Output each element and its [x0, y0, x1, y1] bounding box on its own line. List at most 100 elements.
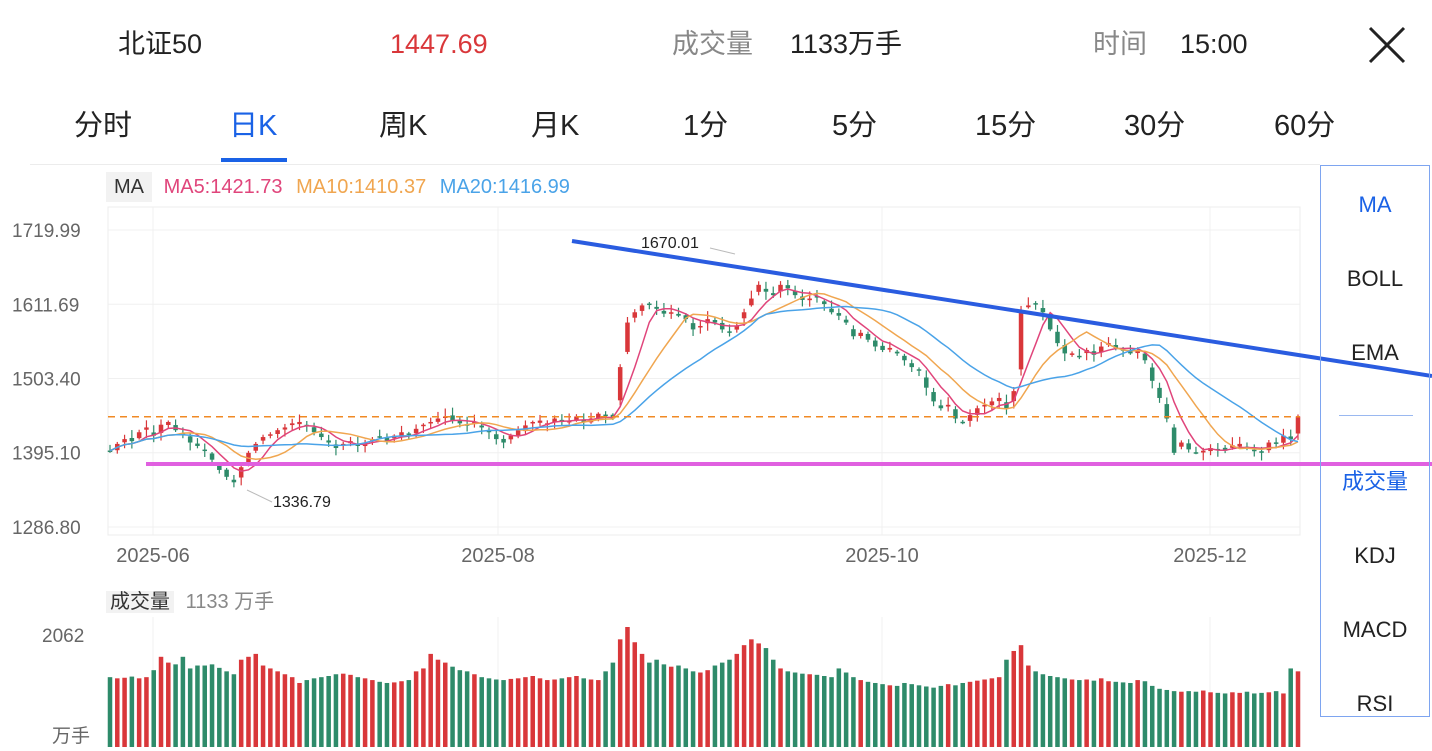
volume-bar [989, 678, 995, 747]
candle-body [836, 313, 842, 316]
close-icon[interactable] [1366, 24, 1408, 66]
volume-bar [902, 682, 907, 747]
candle-body [581, 419, 587, 422]
volume-bar [1135, 680, 1140, 747]
index-price: 1447.69 [390, 29, 488, 59]
volume-bar [851, 677, 856, 747]
volume-bar [1011, 650, 1017, 747]
volume-bar [355, 677, 361, 747]
volume-bar [617, 639, 623, 747]
volume-bar [770, 659, 776, 747]
sub-indicator-3[interactable]: RSI [1356, 691, 1394, 716]
volume-bar [166, 662, 171, 747]
tab-3[interactable]: 月K [531, 110, 580, 142]
volume-bar [1215, 692, 1221, 747]
tab-2[interactable]: 周K [379, 110, 428, 142]
volume-bar [479, 677, 484, 747]
volume-bar [289, 677, 295, 747]
volume-bar [836, 668, 842, 747]
volume-bar [275, 671, 280, 747]
candle-body [661, 310, 667, 314]
x-tick-label: 2025-08 [461, 545, 534, 567]
tab-8[interactable]: 60分 [1274, 110, 1336, 142]
tab-1[interactable]: 日K [229, 110, 278, 142]
candle-body [158, 424, 164, 433]
volume-bar [719, 662, 725, 747]
sub-indicator-1[interactable]: KDJ [1354, 543, 1396, 568]
volume-bar [1186, 691, 1191, 747]
volume-bar [1157, 688, 1162, 747]
price-plot-frame [107, 206, 1301, 536]
candle-body [136, 432, 142, 439]
tab-6[interactable]: 15分 [975, 110, 1037, 142]
volume-bar [1244, 691, 1250, 747]
volume-bar [865, 681, 871, 747]
sub-indicator-0[interactable]: 成交量 [1341, 469, 1408, 494]
tabs-divider [30, 164, 1320, 165]
candle-body [1077, 355, 1082, 358]
candle-body [1157, 387, 1162, 398]
ma-legend-tag[interactable]: MA [106, 172, 152, 202]
indicator-ema[interactable]: EMA [1351, 340, 1399, 365]
volume-bar [187, 668, 193, 747]
x-tick-label: 2025-12 [1173, 545, 1246, 567]
volume-bar [996, 677, 1002, 747]
volume-legend: 成交量 1133 万手 [106, 587, 274, 617]
volume-bar [129, 676, 135, 747]
volume-bar [1026, 665, 1031, 747]
indicator-ma[interactable]: MA [1358, 192, 1392, 217]
tab-4[interactable]: 1分 [683, 110, 729, 142]
volume-bar [224, 671, 229, 747]
candle-body [260, 437, 266, 441]
volume-bar [938, 685, 944, 747]
volume-bar [909, 684, 914, 747]
candle-body [807, 298, 812, 301]
volume-bar [698, 672, 703, 747]
volume-bar [763, 648, 769, 747]
candle-body [945, 404, 951, 407]
volume-bar [1222, 693, 1228, 747]
candle-body [719, 322, 725, 330]
tab-5[interactable]: 5分 [832, 110, 878, 142]
candle-body [617, 367, 623, 401]
candle-body [639, 305, 645, 311]
volume-bar [873, 682, 878, 747]
candle-body [289, 423, 295, 426]
volume-bar [712, 665, 718, 747]
candle-body [967, 415, 973, 421]
volume-bar [967, 681, 973, 747]
candle-body [625, 322, 630, 352]
candle-body [107, 450, 113, 453]
candle-body [756, 284, 761, 292]
tab-7[interactable]: 30分 [1124, 110, 1186, 142]
volume-bar [319, 677, 324, 747]
volume-bar [391, 682, 397, 747]
x-tick-label: 2025-06 [116, 545, 189, 567]
candle-body [508, 435, 514, 440]
candle-body [537, 420, 543, 423]
ma20-value: MA20:1416.99 [439, 176, 570, 198]
volume-bar [1004, 659, 1009, 747]
volume-bar [1077, 680, 1082, 747]
volume-bar [843, 672, 849, 747]
y-tick-label: 1503.40 [12, 369, 81, 390]
volume-bar [727, 659, 732, 747]
indicator-boll[interactable]: BOLL [1346, 266, 1404, 291]
tab-0[interactable]: 分时 [74, 110, 133, 142]
volume-bar [173, 664, 178, 747]
candle-body [1179, 442, 1184, 447]
candle-body [574, 416, 579, 421]
volume-bar [1179, 691, 1184, 747]
volume-bar [887, 685, 893, 747]
volume-bar [384, 682, 390, 747]
candle-body [515, 430, 521, 437]
candle-body [668, 312, 674, 314]
volume-bar [107, 677, 113, 747]
ma20-line [109, 305, 1299, 452]
candle-body [778, 284, 783, 292]
sub-indicator-2[interactable]: MACD [1342, 617, 1408, 642]
volume-bar [1084, 679, 1089, 747]
candle-body [690, 323, 696, 330]
volume-legend-tag[interactable]: 成交量 [106, 591, 174, 613]
